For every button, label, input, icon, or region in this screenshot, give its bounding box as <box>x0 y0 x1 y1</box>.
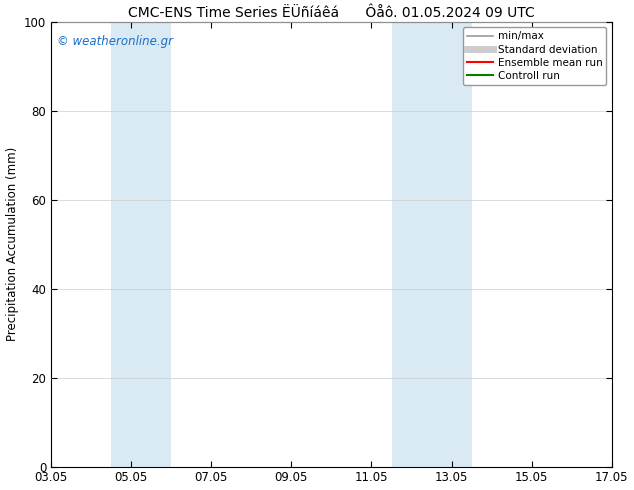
Bar <box>392 22 472 466</box>
Y-axis label: Precipitation Accumulation (mm): Precipitation Accumulation (mm) <box>6 147 18 342</box>
Legend: min/max, Standard deviation, Ensemble mean run, Controll run: min/max, Standard deviation, Ensemble me… <box>463 27 607 85</box>
Bar <box>112 22 171 466</box>
Text: © weatheronline.gr: © weatheronline.gr <box>57 35 173 49</box>
Title: CMC-ENS Time Series ËÜñíáêá      Ôåô. 01.05.2024 09 UTC: CMC-ENS Time Series ËÜñíáêá Ôåô. 01.05.2… <box>128 5 535 20</box>
